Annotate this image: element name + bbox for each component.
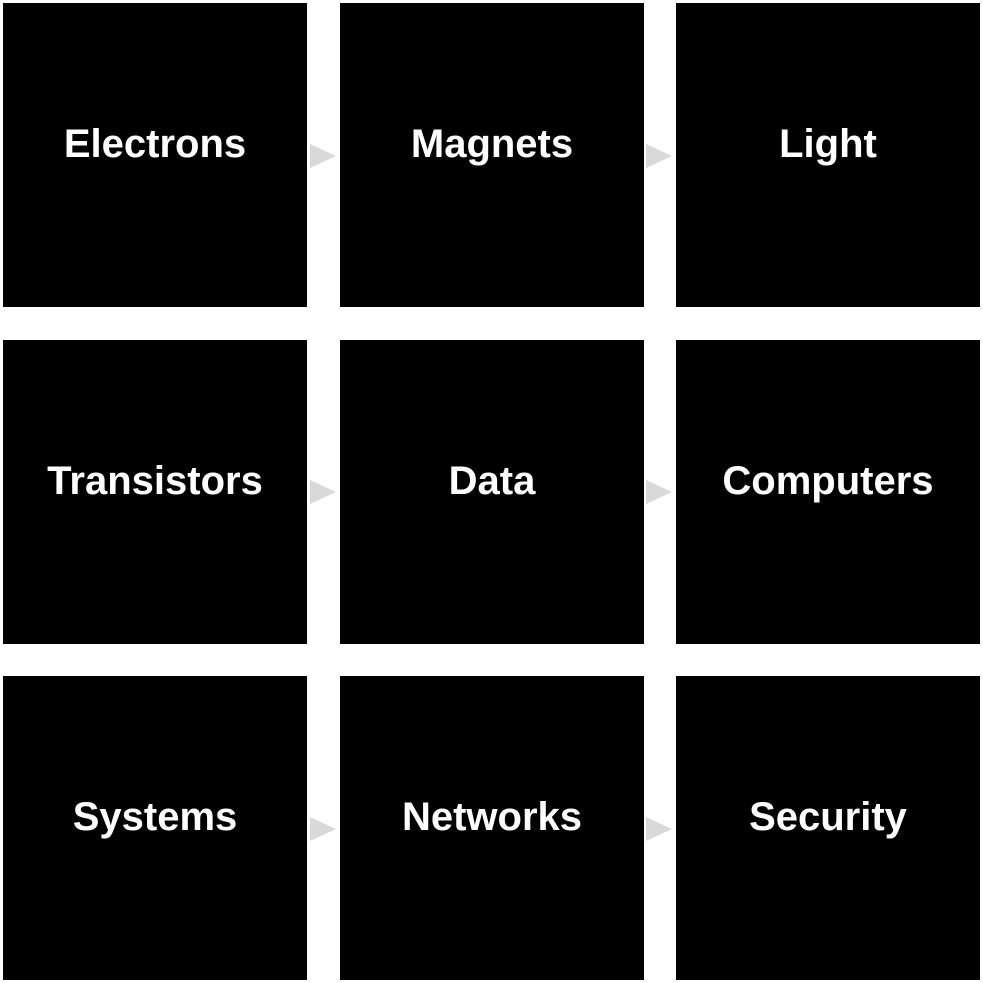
tile-electrons: Electrons <box>3 3 307 307</box>
tile-security: Security <box>676 676 980 980</box>
tile-label: Light <box>779 122 877 166</box>
tile-systems: Systems <box>3 676 307 980</box>
tile-label: Systems <box>72 795 238 839</box>
tile-data: Data <box>340 340 644 644</box>
tile-label: Electrons <box>63 122 247 166</box>
tile-transistors: Transistors <box>3 340 307 644</box>
arrow-right-icon <box>310 480 336 504</box>
tile-label: Transistors <box>47 459 263 503</box>
tile-label: Data <box>448 459 536 503</box>
tile-magnets: Magnets <box>340 3 644 307</box>
tile-label: Security <box>749 795 907 839</box>
arrow-right-icon <box>646 144 672 168</box>
tile-label: Computers <box>722 459 934 503</box>
tile-networks: Networks <box>340 676 644 980</box>
tile-label: Networks <box>401 795 583 839</box>
arrow-right-icon <box>646 480 672 504</box>
tile-label: Magnets <box>410 122 574 166</box>
arrow-right-icon <box>310 144 336 168</box>
tile-computers: Computers <box>676 340 980 644</box>
arrow-right-icon <box>646 817 672 841</box>
arrow-right-icon <box>310 817 336 841</box>
tile-light: Light <box>676 3 980 307</box>
